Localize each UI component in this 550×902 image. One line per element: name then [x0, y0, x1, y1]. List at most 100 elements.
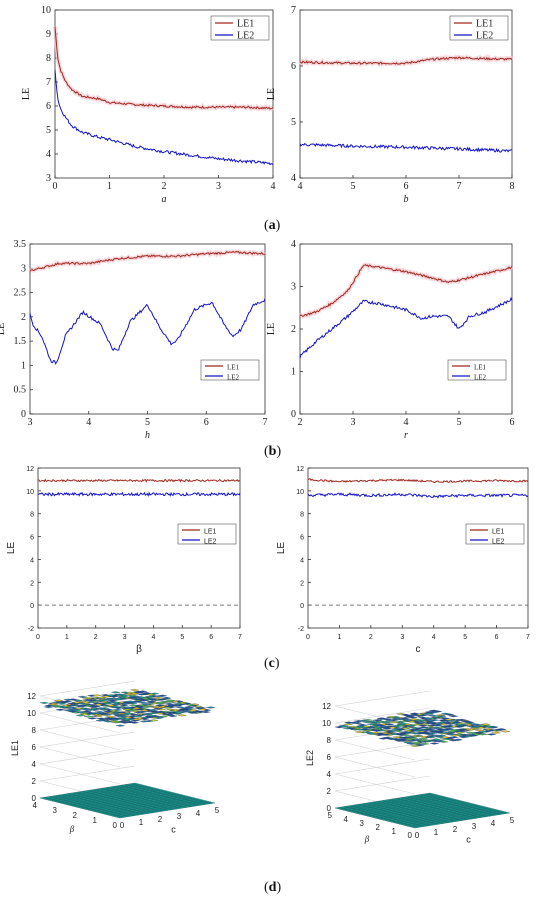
surface-cell: [384, 723, 394, 726]
legend-label-LE1: LE1: [237, 19, 254, 30]
y-tick-label: 3: [360, 819, 365, 828]
y-tick-label: 3: [291, 282, 296, 293]
surface-cell: [415, 744, 425, 747]
x-tick-label: 3: [28, 417, 33, 428]
surface-cell: [67, 702, 77, 705]
surface-cell: [478, 730, 488, 733]
grid-line: [39, 680, 136, 697]
y-axis-label: β: [364, 834, 370, 844]
surface-cell: [166, 699, 176, 702]
surface-cell: [156, 701, 166, 704]
z-axis-label: LE1: [10, 740, 20, 756]
surface-cell: [400, 717, 410, 720]
x-tick-label: 4: [86, 417, 91, 428]
surface-cell: [427, 714, 437, 717]
y-tick-label: 2: [21, 312, 26, 323]
surface-cell: [141, 716, 151, 719]
surface-cell: [106, 694, 116, 697]
z-tick-label: 0: [327, 804, 332, 813]
y-tick-label: 10: [26, 489, 34, 496]
y-tick-label: 2: [300, 580, 304, 587]
caption-d: (d): [264, 880, 282, 895]
y-tick-label: 0: [21, 409, 26, 420]
surface-cell: [123, 716, 133, 719]
surface-cell: [140, 709, 150, 712]
z-tick-label: 10: [322, 719, 331, 728]
surface-cell: [372, 719, 382, 722]
surface-cell: [422, 717, 432, 720]
surface-cell: [478, 733, 488, 736]
x-axis-label: b: [404, 194, 409, 205]
surface-cell: [104, 708, 114, 711]
surface-cell: [115, 693, 125, 696]
surface-cell: [465, 731, 475, 734]
surface-cell: [122, 708, 132, 711]
x-tick-label: 4: [196, 809, 201, 818]
caption-c: (c): [264, 656, 280, 671]
legend-label-LE2: LE2: [227, 374, 240, 382]
x-tick-label: 6: [495, 634, 499, 641]
series-line-LE1: [299, 56, 513, 65]
surface-cell: [348, 725, 358, 728]
surface-cell: [365, 726, 375, 729]
legend-box: [447, 359, 507, 381]
y-tick-label: -2: [298, 626, 304, 633]
legend-box: [449, 15, 509, 41]
surface-cell: [81, 697, 91, 700]
surface-cell: [157, 698, 167, 701]
x-axis-label: c: [416, 644, 421, 655]
surface-cell: [469, 723, 479, 726]
y-tick-label: 6: [291, 61, 296, 72]
y-tick-label: 5: [46, 125, 51, 136]
caption-a: (a): [264, 218, 281, 233]
surface-cell: [82, 710, 92, 713]
y-tick-label: 1.5: [14, 336, 27, 347]
x-tick-label: 6: [404, 181, 409, 192]
surface-cell: [419, 723, 429, 726]
grid-line: [334, 775, 431, 792]
y-tick-label: 3: [46, 173, 51, 184]
surface-cell: [444, 727, 454, 730]
surface-cell: [187, 711, 197, 714]
y-tick-label: 4: [33, 801, 38, 810]
surface-cell: [362, 721, 372, 724]
surface-cell: [412, 741, 422, 744]
x-axis-label: h: [145, 430, 150, 441]
surface-cell: [168, 714, 178, 717]
y-tick-label: 0: [300, 603, 304, 610]
y-tick-label: 2: [73, 811, 78, 820]
surface-cell: [142, 692, 152, 695]
surface-cell: [458, 728, 468, 731]
surface-cell: [491, 731, 501, 734]
surface-cell: [453, 738, 463, 741]
x-tick-label: 5: [180, 634, 184, 641]
y-axis-label: LE: [0, 323, 7, 335]
surface-cell: [146, 693, 156, 696]
y-tick-label: 8: [46, 53, 51, 64]
surface-cell: [54, 699, 64, 702]
surface-cell: [501, 730, 511, 733]
panel-b-left: 3 4 5 6 7 0 0.5 1 1.5 2 2.5 3 3.5 h LE LE1 LE2: [0, 239, 268, 441]
z-tick-label: 4: [327, 770, 332, 779]
x-tick-label: 7: [238, 634, 242, 641]
z-tick-label: 12: [322, 702, 331, 711]
surface-cell: [409, 726, 419, 729]
surface-cell: [447, 733, 457, 736]
y-tick-label: 2: [376, 823, 381, 832]
surface-cell: [441, 712, 451, 715]
surface-cell: [112, 711, 122, 714]
legend-label-LE2: LE2: [204, 539, 217, 546]
surface-cell: [186, 703, 196, 706]
surface-cell: [418, 737, 428, 740]
series-line-LE1: [29, 250, 266, 272]
surface-cell: [391, 717, 401, 720]
y-axis-label: LE: [276, 542, 287, 555]
surface-cell: [154, 695, 164, 698]
surface-cell: [94, 711, 104, 714]
surface-cell: [419, 735, 429, 738]
surface-cell: [441, 725, 451, 728]
y-tick-label: 5: [328, 811, 333, 820]
